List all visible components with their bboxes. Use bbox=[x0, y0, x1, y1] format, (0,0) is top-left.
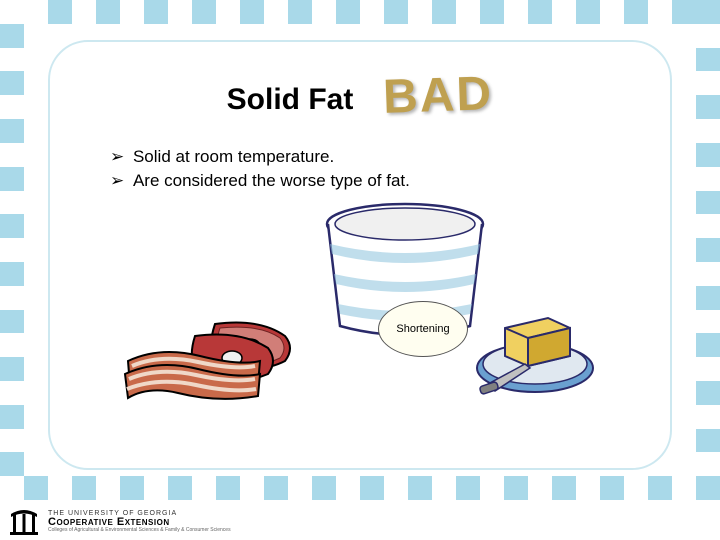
butter-illustration bbox=[470, 306, 600, 401]
meat-illustration bbox=[120, 306, 310, 406]
footer-line2: Cooperative Extension bbox=[48, 517, 231, 528]
shortening-label: Shortening bbox=[378, 301, 468, 357]
title-row: Solid Fat BAD bbox=[90, 72, 630, 127]
footer-text: THE UNIVERSITY OF GEORGIA Cooperative Ex… bbox=[48, 510, 231, 533]
shortening-label-text: Shortening bbox=[396, 323, 449, 335]
bullet-item: Are considered the worse type of fat. bbox=[110, 171, 630, 191]
images-area: Shortening bbox=[90, 206, 630, 406]
slide-title: Solid Fat bbox=[227, 83, 354, 117]
bullet-list: Solid at room temperature. Are considere… bbox=[110, 147, 630, 191]
bullet-item: Solid at room temperature. bbox=[110, 147, 630, 167]
bad-accent-text: BAD bbox=[382, 66, 494, 125]
footer-line3: Colleges of Agricultural & Environmental… bbox=[48, 528, 231, 533]
content-panel: Solid Fat BAD Solid at room temperature.… bbox=[48, 40, 672, 470]
uga-arch-icon bbox=[8, 506, 40, 536]
footer-logo: THE UNIVERSITY OF GEORGIA Cooperative Ex… bbox=[8, 506, 231, 536]
